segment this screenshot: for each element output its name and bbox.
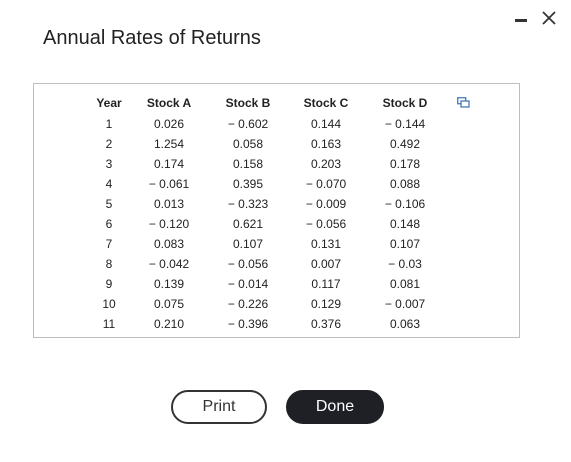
cell-stock-c: 0.144: [310, 117, 342, 131]
cell-stock-b: − 0.056: [227, 257, 269, 271]
dialog-title: Annual Rates of Returns: [43, 27, 261, 49]
cell-stock-d: 0.492: [389, 137, 421, 151]
table-row: 5 0.013 − 0.323 − 0.009 − 0.106: [89, 194, 445, 214]
table-row: 11 0.210 − 0.396 0.376 0.063: [89, 314, 445, 334]
cell-year: 5: [105, 197, 113, 211]
cell-stock-b: − 0.602: [227, 117, 269, 131]
returns-table: Year Stock A Stock B Stock C Stock D 1 0.…: [89, 92, 445, 334]
cell-stock-d: − 0.03: [388, 257, 422, 271]
cell-year: 8: [105, 257, 113, 271]
cell-stock-d: 0.178: [389, 157, 421, 171]
table-row: 6 − 0.120 0.621 − 0.056 0.148: [89, 214, 445, 234]
cell-stock-b: 0.158: [232, 157, 264, 171]
cell-stock-b: − 0.396: [227, 317, 269, 331]
cell-stock-c: − 0.056: [305, 217, 347, 231]
cell-stock-a: 0.083: [153, 237, 185, 251]
copy-icon[interactable]: [457, 97, 470, 108]
cell-year: 4: [105, 177, 113, 191]
table-header-row: Year Stock A Stock B Stock C Stock D: [89, 92, 445, 114]
column-header-year: Year: [96, 96, 122, 110]
cell-stock-b: 0.395: [232, 177, 264, 191]
cell-year: 9: [105, 277, 113, 291]
column-header-stock-c: Stock C: [303, 96, 349, 110]
cell-stock-b: − 0.014: [227, 277, 269, 291]
cell-year: 3: [105, 157, 113, 171]
cell-year: 7: [105, 237, 113, 251]
cell-stock-d: 0.088: [389, 177, 421, 191]
table-row: 8 − 0.042 − 0.056 0.007 − 0.03: [89, 254, 445, 274]
cell-stock-c: − 0.009: [305, 197, 347, 211]
cell-year: 10: [102, 297, 116, 311]
close-icon[interactable]: [541, 10, 557, 26]
minimize-icon[interactable]: [515, 18, 527, 22]
cell-stock-a: 0.026: [153, 117, 185, 131]
table-row: 7 0.083 0.107 0.131 0.107: [89, 234, 445, 254]
cell-stock-c: − 0.070: [305, 177, 347, 191]
cell-stock-a: − 0.120: [148, 217, 190, 231]
cell-stock-a: − 0.061: [148, 177, 190, 191]
cell-stock-b: 0.621: [232, 217, 264, 231]
cell-stock-d: 0.148: [389, 217, 421, 231]
cell-stock-c: 0.376: [310, 317, 342, 331]
cell-year: 11: [102, 317, 116, 331]
cell-stock-a: 0.075: [153, 297, 185, 311]
cell-stock-c: 0.131: [310, 237, 342, 251]
cell-year: 6: [105, 217, 113, 231]
cell-stock-c: 0.203: [310, 157, 342, 171]
cell-year: 1: [105, 117, 113, 131]
cell-stock-d: − 0.007: [384, 297, 426, 311]
cell-stock-c: 0.007: [310, 257, 342, 271]
table-row: 3 0.174 0.158 0.203 0.178: [89, 154, 445, 174]
cell-stock-b: 0.058: [232, 137, 264, 151]
returns-table-container: Year Stock A Stock B Stock C Stock D 1 0.…: [33, 83, 520, 338]
cell-stock-a: 0.139: [153, 277, 185, 291]
cell-stock-a: 1.254: [153, 137, 185, 151]
cell-stock-a: 0.174: [153, 157, 185, 171]
cell-stock-c: 0.163: [310, 137, 342, 151]
cell-stock-d: 0.063: [389, 317, 421, 331]
cell-stock-b: − 0.323: [227, 197, 269, 211]
column-header-stock-b: Stock B: [225, 96, 271, 110]
cell-stock-a: − 0.042: [148, 257, 190, 271]
cell-stock-c: 0.129: [310, 297, 342, 311]
cell-stock-a: 0.013: [153, 197, 185, 211]
cell-year: 2: [105, 137, 113, 151]
print-button[interactable]: Print: [171, 390, 267, 424]
cell-stock-d: − 0.144: [384, 117, 426, 131]
cell-stock-d: 0.107: [389, 237, 421, 251]
table-row: 1 0.026 − 0.602 0.144 − 0.144: [89, 114, 445, 134]
window-controls: [515, 10, 557, 26]
table-row: 10 0.075 − 0.226 0.129 − 0.007: [89, 294, 445, 314]
column-header-stock-d: Stock D: [382, 96, 428, 110]
table-row: 9 0.139 − 0.014 0.117 0.081: [89, 274, 445, 294]
cell-stock-b: − 0.226: [227, 297, 269, 311]
done-button[interactable]: Done: [286, 390, 384, 424]
table-row: 4 − 0.061 0.395 − 0.070 0.088: [89, 174, 445, 194]
cell-stock-a: 0.210: [153, 317, 185, 331]
cell-stock-d: − 0.106: [384, 197, 426, 211]
column-header-stock-a: Stock A: [146, 96, 192, 110]
cell-stock-c: 0.117: [311, 277, 341, 291]
cell-stock-d: 0.081: [389, 277, 421, 291]
cell-stock-b: 0.107: [232, 237, 264, 251]
table-row: 2 1.254 0.058 0.163 0.492: [89, 134, 445, 154]
